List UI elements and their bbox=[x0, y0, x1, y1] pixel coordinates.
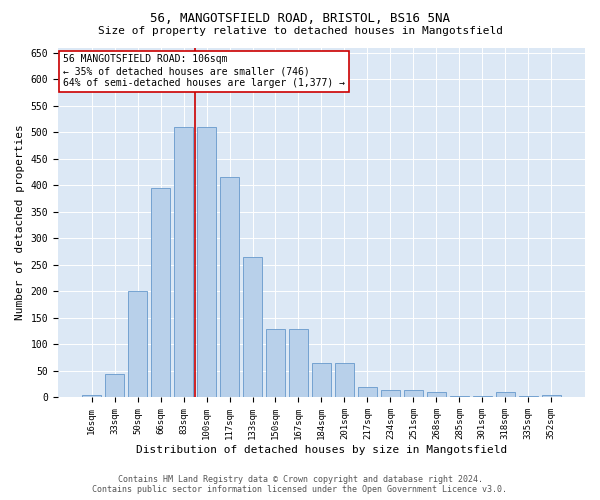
Bar bbox=[380, 390, 400, 398]
Bar bbox=[404, 390, 423, 398]
Bar bbox=[289, 328, 308, 398]
Bar bbox=[243, 257, 262, 398]
Bar bbox=[449, 396, 469, 398]
Bar bbox=[266, 328, 285, 398]
Bar bbox=[335, 363, 354, 398]
Bar bbox=[220, 178, 239, 398]
Bar bbox=[358, 387, 377, 398]
Bar bbox=[174, 127, 193, 398]
Bar bbox=[518, 396, 538, 398]
Bar bbox=[311, 363, 331, 398]
X-axis label: Distribution of detached houses by size in Mangotsfield: Distribution of detached houses by size … bbox=[136, 445, 507, 455]
Text: Contains HM Land Registry data © Crown copyright and database right 2024.
Contai: Contains HM Land Registry data © Crown c… bbox=[92, 474, 508, 494]
Text: Size of property relative to detached houses in Mangotsfield: Size of property relative to detached ho… bbox=[97, 26, 503, 36]
Bar bbox=[82, 395, 101, 398]
Y-axis label: Number of detached properties: Number of detached properties bbox=[15, 124, 25, 320]
Text: 56, MANGOTSFIELD ROAD, BRISTOL, BS16 5NA: 56, MANGOTSFIELD ROAD, BRISTOL, BS16 5NA bbox=[150, 12, 450, 26]
Bar bbox=[427, 392, 446, 398]
Bar bbox=[105, 374, 124, 398]
Bar bbox=[542, 395, 561, 398]
Bar bbox=[151, 188, 170, 398]
Bar bbox=[496, 392, 515, 398]
Bar bbox=[197, 127, 217, 398]
Text: 56 MANGOTSFIELD ROAD: 106sqm
← 35% of detached houses are smaller (746)
64% of s: 56 MANGOTSFIELD ROAD: 106sqm ← 35% of de… bbox=[63, 54, 345, 88]
Bar bbox=[128, 292, 148, 398]
Bar bbox=[473, 396, 492, 398]
